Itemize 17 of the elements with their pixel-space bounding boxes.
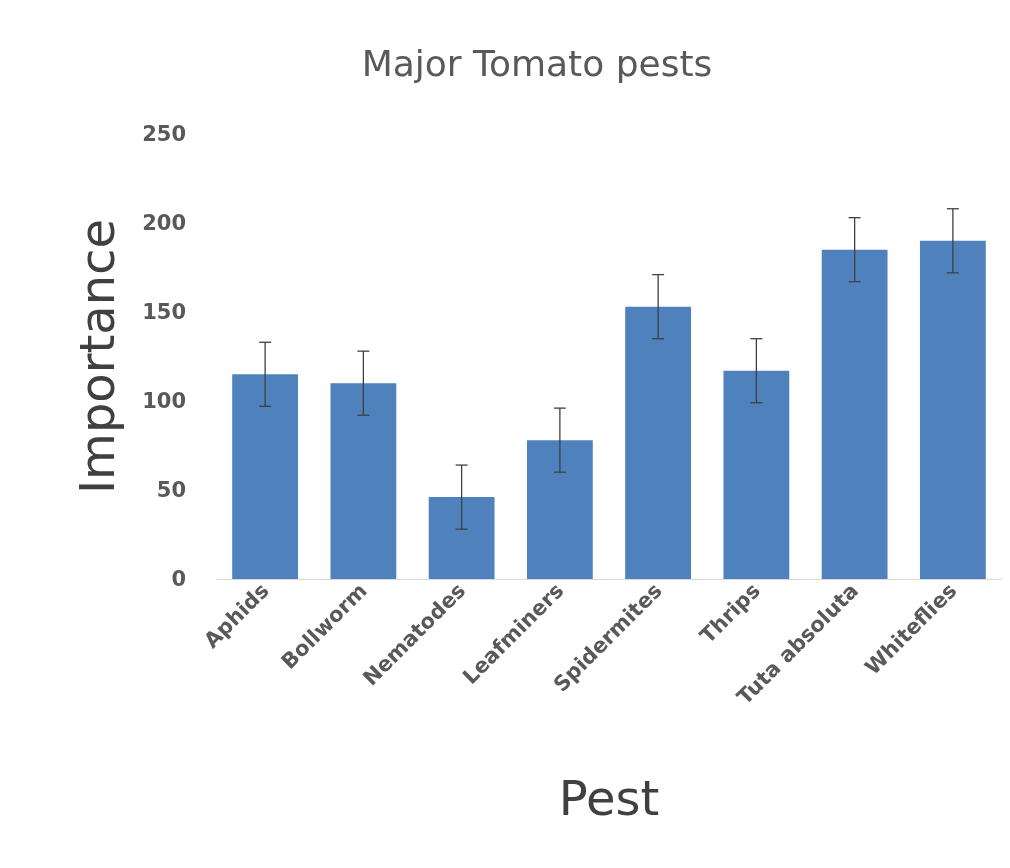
y-tick-label: 250 bbox=[142, 122, 186, 146]
x-axis-title: Pest bbox=[558, 770, 660, 826]
bar bbox=[526, 440, 593, 579]
bar bbox=[330, 383, 397, 579]
bar bbox=[723, 370, 790, 579]
bar bbox=[625, 306, 692, 579]
bar bbox=[919, 240, 986, 579]
y-axis-title: Importance bbox=[69, 218, 125, 495]
bar bbox=[428, 497, 495, 579]
chart-title: Major Tomato pests bbox=[361, 42, 713, 84]
bar bbox=[232, 374, 299, 579]
y-tick-label: 200 bbox=[142, 211, 186, 235]
y-tick-label: 100 bbox=[142, 389, 186, 413]
y-tick-label: 0 bbox=[171, 567, 186, 591]
y-tick-label: 50 bbox=[156, 478, 186, 502]
y-tick-label: 150 bbox=[142, 300, 186, 324]
bar bbox=[821, 249, 888, 579]
